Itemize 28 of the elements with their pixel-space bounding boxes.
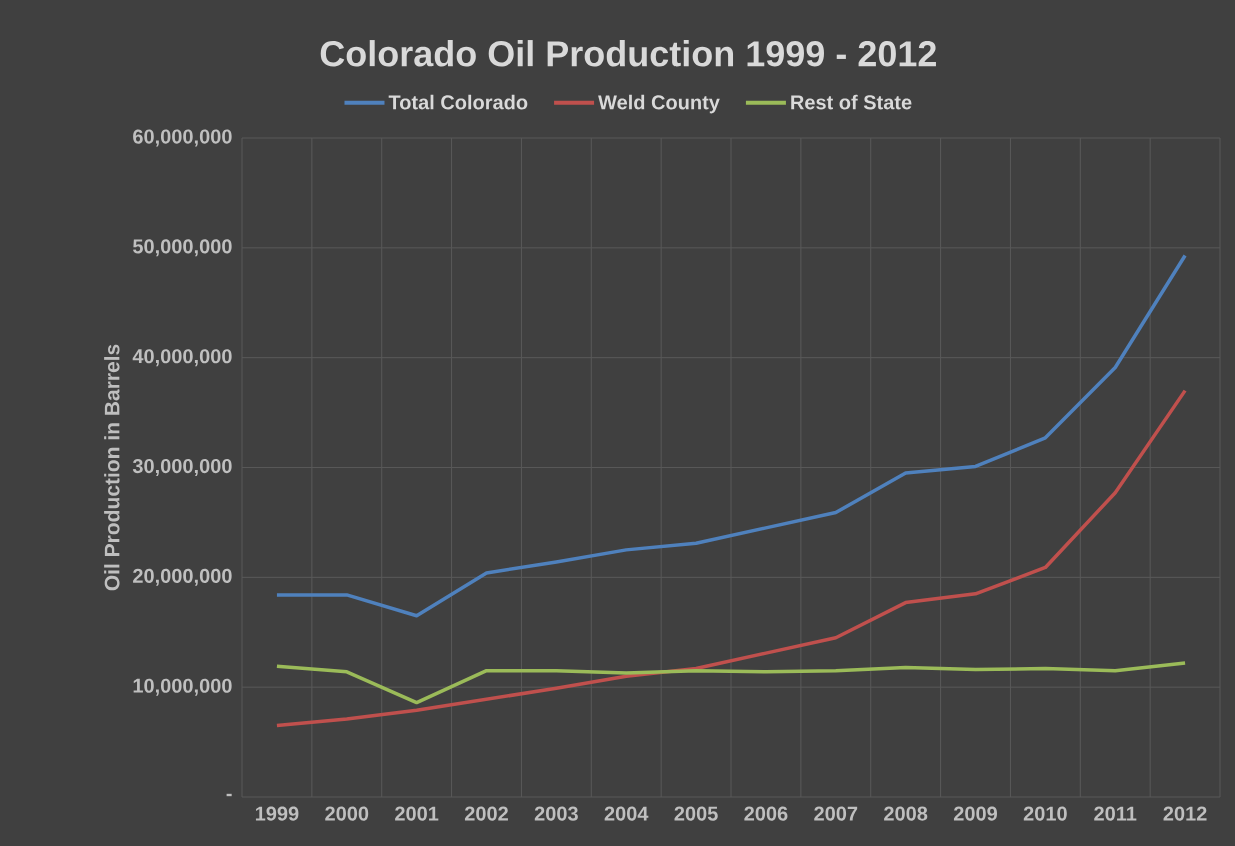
y-tick-label: 20,000,000 (133, 568, 232, 586)
x-tick-label: 2001 (395, 806, 439, 821)
y-tick-label: 30,000,000 (132, 458, 232, 477)
x-tick-label: 2006 (744, 806, 788, 821)
y-tick-label: 10,000,000 (133, 678, 232, 696)
chart-title: Colorado Oil Production 1999 - 2012 (320, 40, 936, 67)
x-tick-label: 2000 (325, 806, 369, 821)
x-tick-label: 2004 (604, 806, 649, 821)
y-tick-label: - (226, 793, 232, 797)
x-tick-label: 2012 (1163, 806, 1207, 821)
x-tick-label: 2003 (534, 806, 578, 821)
line-series (275, 661, 1187, 705)
x-tick-label: 2007 (814, 806, 858, 821)
x-tick-label: 2005 (674, 806, 718, 821)
x-tick-label: 2008 (884, 806, 928, 821)
y-axis-title: Oil Production in Barrels (104, 344, 120, 591)
legend-label: Weld County (598, 94, 720, 114)
x-tick-label: 2009 (953, 806, 997, 821)
y-tick-label: 40,000,000 (132, 349, 232, 367)
x-tick-label: 2011 (1094, 806, 1137, 821)
legend-label: Rest of State (791, 94, 912, 110)
legend-label: Total Colorado (388, 94, 528, 110)
x-tick-label: 2002 (464, 806, 508, 821)
x-tick-label: 1999 (255, 806, 299, 821)
x-tick-label: 2010 (1023, 806, 1067, 821)
y-tick-label: 60,000,000 (133, 129, 232, 147)
y-tick-label: 50,000,000 (132, 239, 232, 257)
line-series (275, 253, 1187, 618)
